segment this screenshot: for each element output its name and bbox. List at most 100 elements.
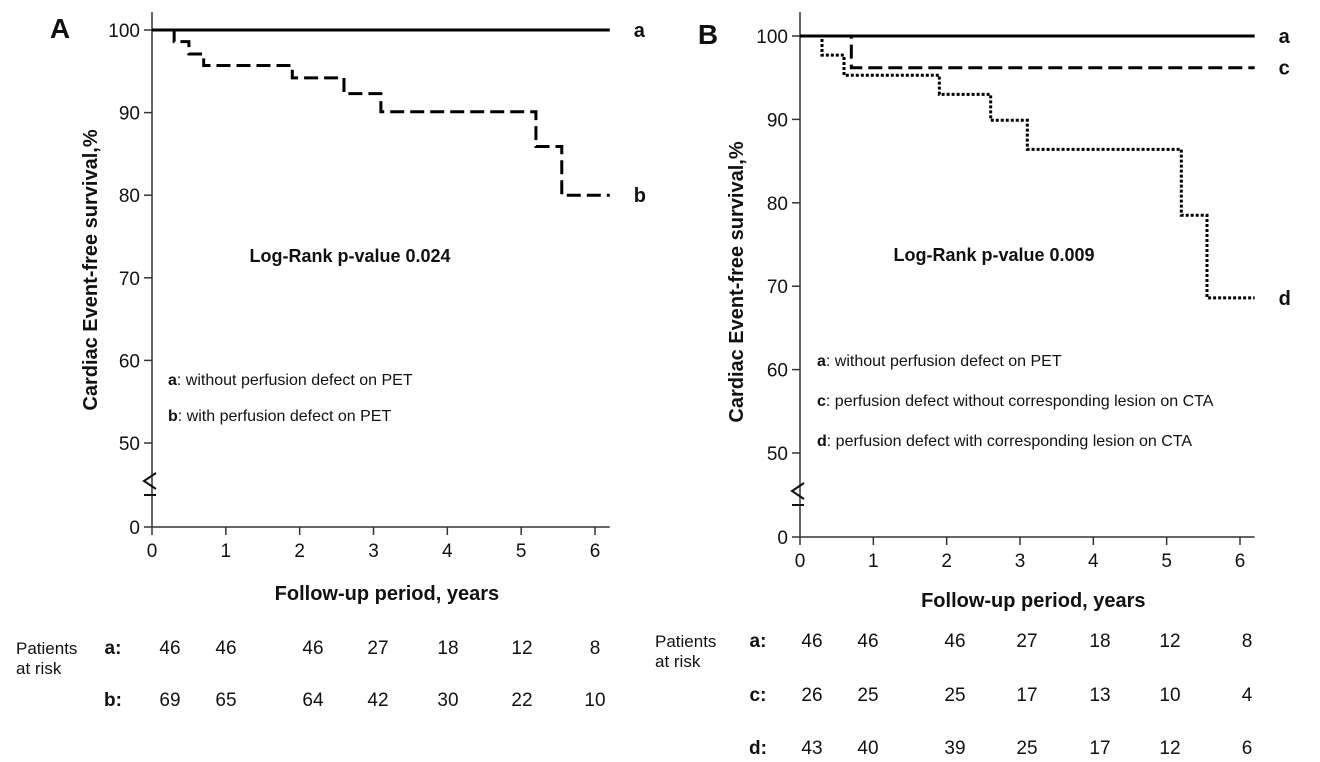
risk-table-header: at risk — [16, 659, 62, 678]
x-tick-label: 5 — [1161, 551, 1172, 572]
y-tick-label: 80 — [767, 194, 788, 215]
legend-text: : with perfusion defect on PET — [178, 408, 392, 425]
series-end-label-a: a — [1279, 26, 1291, 48]
risk-cell: 46 — [159, 638, 180, 659]
x-tick-label: 1 — [221, 541, 232, 562]
y-tick-label: 70 — [767, 277, 788, 298]
panel-letter: A — [50, 13, 70, 44]
log-rank-annotation: Log-Rank p-value 0.024 — [249, 246, 450, 266]
y-tick-label: 100 — [108, 21, 140, 42]
risk-table-header: Patients — [16, 639, 77, 658]
y-axis-title: Cardiac Event-free survival,% — [80, 129, 102, 410]
series-line-b — [152, 28, 610, 197]
risk-cell: 46 — [302, 638, 323, 659]
risk-cell: 12 — [1159, 738, 1180, 759]
y-tick-label: 60 — [767, 361, 788, 382]
log-rank-annotation: Log-Rank p-value 0.009 — [893, 245, 1094, 265]
legend-key: a — [817, 353, 826, 370]
y-tick-label: 60 — [119, 351, 140, 372]
risk-cell: 46 — [215, 638, 236, 659]
risk-cell: 46 — [801, 631, 822, 652]
risk-cell: 18 — [437, 638, 458, 659]
risk-row-key: c: — [750, 685, 767, 706]
risk-row-key: d: — [749, 738, 767, 759]
risk-cell: 13 — [1089, 685, 1110, 706]
risk-cell: 25 — [944, 685, 965, 706]
series-end-label-b: b — [634, 185, 646, 207]
risk-cell: 27 — [367, 638, 388, 659]
x-tick-label: 2 — [941, 551, 952, 572]
legend-text: : without perfusion defect on PET — [177, 372, 413, 389]
risk-cell: 25 — [1016, 738, 1037, 759]
series-line-c — [800, 34, 1255, 70]
legend-key: d — [817, 433, 827, 450]
risk-cell: 8 — [590, 638, 601, 659]
series-end-label-a: a — [634, 20, 646, 42]
legend-text: : without perfusion defect on PET — [826, 353, 1062, 370]
risk-row-key: a: — [750, 631, 767, 652]
y-tick-label: 0 — [777, 528, 788, 549]
x-tick-label: 4 — [1088, 551, 1099, 572]
y-tick-label: 80 — [119, 186, 140, 207]
panel-letter: B — [698, 19, 718, 50]
risk-cell: 8 — [1242, 631, 1253, 652]
y-tick-label: 70 — [119, 269, 140, 290]
risk-cell: 64 — [302, 690, 324, 711]
y-tick-label: 90 — [119, 104, 140, 125]
risk-cell: 12 — [1159, 631, 1180, 652]
x-tick-label: 0 — [147, 541, 158, 562]
y-tick-label: 50 — [767, 444, 788, 465]
x-axis-title: Follow-up period, years — [275, 583, 499, 605]
risk-cell: 10 — [584, 690, 605, 711]
legend-entry: a: without perfusion defect on PET — [168, 372, 413, 389]
series-end-label-d: d — [1279, 288, 1291, 310]
legend-text: : perfusion defect without corresponding… — [826, 393, 1214, 410]
axis-break-mark — [790, 482, 805, 500]
risk-cell: 65 — [215, 690, 236, 711]
x-tick-label: 2 — [294, 541, 305, 562]
x-tick-label: 3 — [368, 541, 379, 562]
x-tick-label: 5 — [516, 541, 527, 562]
risk-cell: 17 — [1089, 738, 1110, 759]
x-tick-label: 6 — [590, 541, 601, 562]
risk-cell: 12 — [511, 638, 532, 659]
risk-cell: 40 — [857, 738, 878, 759]
risk-cell: 4 — [1242, 685, 1253, 706]
risk-cell: 25 — [857, 685, 878, 706]
risk-cell: 10 — [1159, 685, 1180, 706]
x-tick-label: 3 — [1015, 551, 1026, 572]
series-line-d — [800, 34, 1255, 300]
risk-cell: 27 — [1016, 631, 1037, 652]
y-tick-label: 50 — [119, 434, 140, 455]
risk-row-key: a: — [105, 638, 122, 659]
y-tick-label: 100 — [756, 27, 788, 48]
series-end-label-c: c — [1279, 58, 1290, 80]
legend-text: : perfusion defect with corresponding le… — [827, 433, 1193, 450]
legend-entry: b: with perfusion defect on PET — [168, 408, 391, 425]
legend-key: b — [168, 408, 178, 425]
risk-table-header: at risk — [655, 652, 701, 671]
x-tick-label: 4 — [442, 541, 453, 562]
x-axis-title: Follow-up period, years — [921, 590, 1145, 612]
risk-cell: 42 — [367, 690, 388, 711]
risk-cell: 46 — [944, 631, 965, 652]
risk-cell: 17 — [1016, 685, 1037, 706]
risk-cell: 26 — [801, 685, 822, 706]
legend-entry: a: without perfusion defect on PET — [817, 353, 1062, 370]
y-tick-label: 90 — [767, 110, 788, 131]
legend-entry: c: perfusion defect without correspondin… — [817, 393, 1214, 410]
y-tick-label: 0 — [129, 518, 140, 539]
risk-cell: 39 — [944, 738, 965, 759]
risk-table-header: Patients — [655, 632, 716, 651]
risk-cell: 46 — [857, 631, 878, 652]
x-tick-label: 1 — [868, 551, 879, 572]
risk-cell: 6 — [1242, 738, 1253, 759]
x-tick-label: 6 — [1235, 551, 1246, 572]
legend-key: a — [168, 372, 177, 389]
risk-cell: 22 — [511, 690, 532, 711]
legend-entry: d: perfusion defect with corresponding l… — [817, 433, 1192, 450]
risk-row-key: b: — [104, 690, 122, 711]
